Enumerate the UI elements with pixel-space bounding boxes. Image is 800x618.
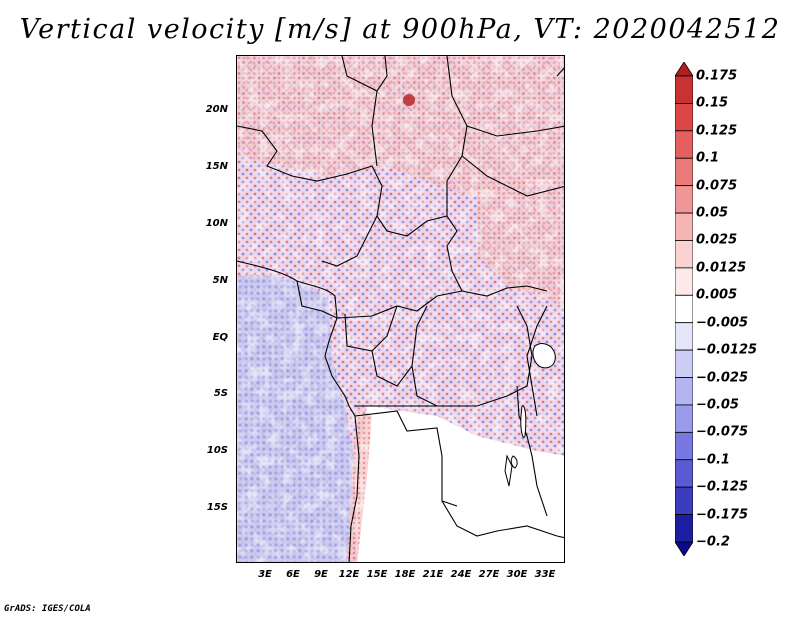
colorbar-bin — [675, 212, 693, 241]
y-label-5s: 5S — [213, 388, 228, 399]
grads-credit: GrADS: IGES/COLA — [4, 604, 91, 614]
y-label-15n: 15N — [205, 161, 228, 172]
x-label-18e: 18E — [394, 569, 416, 580]
colorbar-label: −0.2 — [696, 534, 730, 550]
colorbar-label: 0.075 — [696, 178, 738, 194]
y-label-20n: 20N — [205, 104, 228, 115]
colorbar-label: 0.005 — [696, 287, 738, 303]
colorbar-label: −0.025 — [696, 370, 749, 386]
x-label-21e: 21E — [422, 569, 444, 580]
colorbar-label: −0.005 — [696, 315, 749, 331]
map-field — [237, 56, 564, 562]
colorbar-bin — [675, 267, 693, 296]
colorbar-bin — [675, 240, 693, 269]
x-label-30e: 30E — [506, 569, 528, 580]
map-title: Vertical velocity [m/s] at 900hPa, VT: 2… — [19, 14, 781, 45]
x-label-9e: 9E — [314, 569, 328, 580]
colorbar-bin — [675, 514, 693, 543]
colorbar-bin — [675, 157, 693, 187]
map-panel — [236, 55, 565, 563]
x-label-12e: 12E — [338, 569, 360, 580]
y-label-10n: 10N — [205, 218, 228, 229]
colorbar-label: −0.175 — [696, 507, 749, 523]
colorbar-bin — [675, 294, 693, 324]
x-label-15e: 15E — [366, 569, 388, 580]
colorbar-label: 0.025 — [696, 232, 738, 248]
colorbar-bin — [675, 486, 693, 515]
x-label-33e: 33E — [534, 569, 556, 580]
y-label-5n: 5N — [212, 275, 228, 286]
colorbar-bin — [675, 185, 693, 214]
colorbar-bin — [675, 459, 693, 488]
x-label-24e: 24E — [450, 569, 472, 580]
colorbar-bin — [675, 322, 693, 351]
colorbar-bottom-triangle — [675, 541, 693, 556]
colorbar-label: 0.0125 — [696, 260, 747, 276]
colorbar-label: 0.175 — [696, 68, 738, 84]
x-label-27e: 27E — [478, 569, 500, 580]
colorbar-bin — [675, 75, 693, 104]
x-label-3e: 3E — [258, 569, 272, 580]
colorbar-bin — [675, 377, 693, 406]
colorbar-label: 0.1 — [696, 150, 720, 166]
colorbar-top-triangle — [675, 62, 693, 77]
x-label-6e: 6E — [286, 569, 300, 580]
y-label-10s: 10S — [206, 445, 228, 456]
colorbar-label: 0.05 — [696, 205, 729, 221]
y-label-15s: 15S — [206, 502, 228, 513]
colorbar-bin — [675, 349, 693, 378]
colorbar-label: −0.1 — [696, 452, 730, 468]
colorbar — [675, 62, 693, 556]
colorbar-bin — [675, 431, 693, 461]
y-label-eq: EQ — [212, 332, 228, 343]
colorbar-label: −0.075 — [696, 424, 749, 440]
colorbar-label: 0.125 — [696, 123, 738, 139]
colorbar-bin — [675, 130, 693, 159]
colorbar-bin — [675, 404, 693, 433]
colorbar-label: −0.125 — [696, 479, 749, 495]
colorbar-label: −0.0125 — [696, 342, 758, 358]
colorbar-label: −0.05 — [696, 397, 739, 413]
colorbar-bin — [675, 103, 693, 132]
colorbar-label: 0.15 — [696, 95, 729, 111]
